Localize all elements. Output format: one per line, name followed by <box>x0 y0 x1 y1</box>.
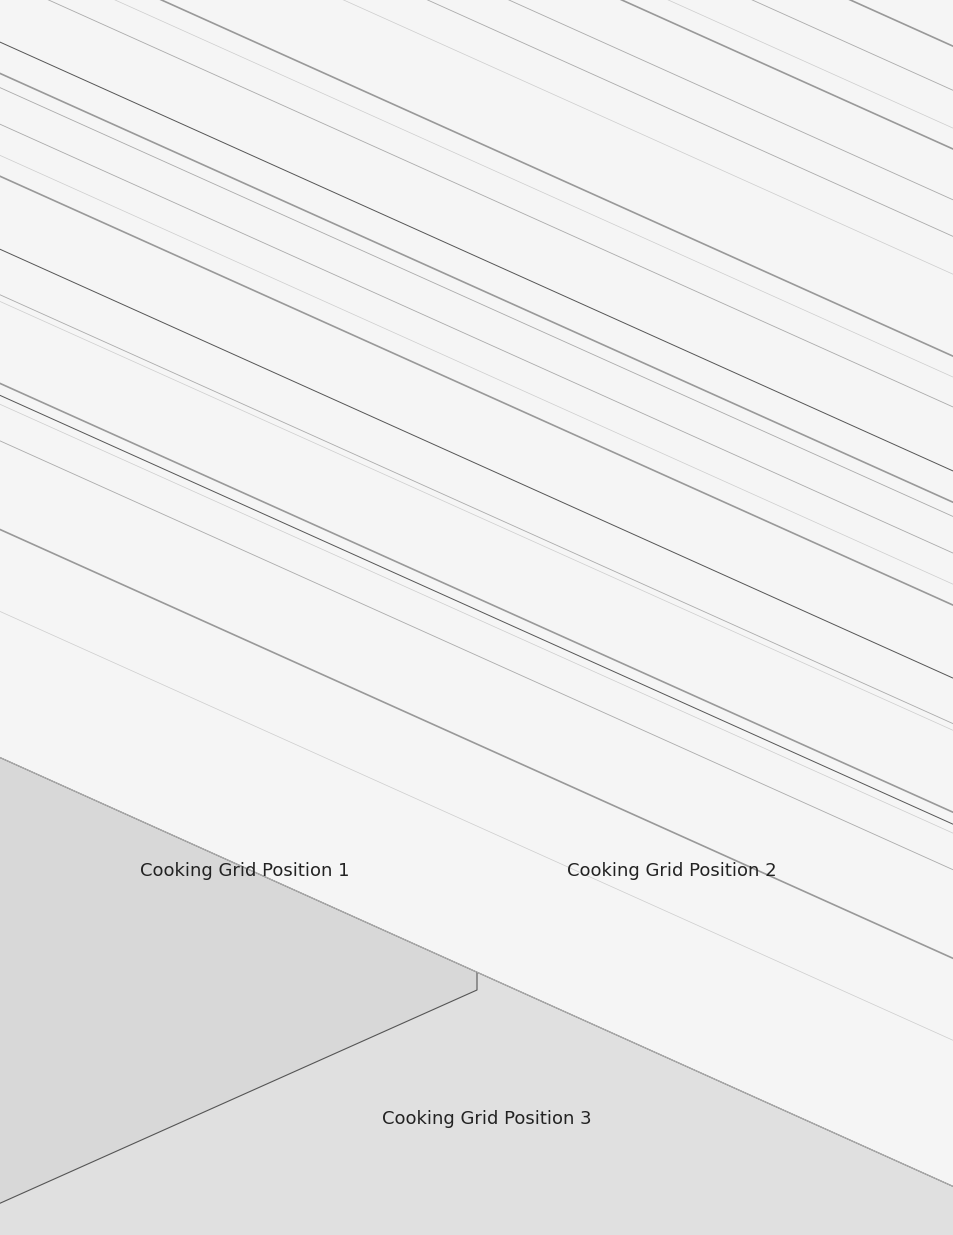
Text: Cooking Grid Position 1: Cooking Grid Position 1 <box>140 862 350 881</box>
Text: 20 Minutes: 20 Minutes <box>551 329 616 342</box>
Text: Cooking temperature setting is on HI unless otherwise specified.: Cooking temperature setting is on HI unl… <box>33 403 416 415</box>
Text: B101623-2-0112: B101623-2-0112 <box>821 1212 920 1224</box>
Text: Done: Done <box>416 214 448 227</box>
Polygon shape <box>0 0 661 1235</box>
Text: Cooking Grid Position 2: Cooking Grid Position 2 <box>567 862 776 881</box>
Text: Caution: Under-cooked and raw meat can cause serious illness. Cook all meats to : Caution: Under-cooked and raw meat can c… <box>33 435 778 447</box>
Text: Not Recommended: Not Recommended <box>375 241 488 254</box>
Text: Chicken Breast - Bone In: Chicken Breast - Bone In <box>41 270 187 284</box>
Bar <box>14 54 939 91</box>
Text: APPROXIMATE
COOKING TIME
WITH INFRARED: APPROXIMATE COOKING TIME WITH INFRARED <box>735 119 845 164</box>
Polygon shape <box>234 0 953 1235</box>
Text: Not Recommended: Not Recommended <box>220 270 333 284</box>
Text: 20 Minutes: 20 Minutes <box>551 300 616 314</box>
Polygon shape <box>661 0 953 1235</box>
Text: Cooking times are provided as guideline only.  For the best results use a high q: Cooking times are provided as guideline … <box>33 451 840 478</box>
Text: INFRARED COOKING SAMPLE TIMES & GRID POSITIONS: INFRARED COOKING SAMPLE TIMES & GRID POS… <box>71 59 882 85</box>
Text: 40 Minutes (Low): 40 Minutes (Low) <box>533 270 634 284</box>
Text: Cooking Grid Position 3: Cooking Grid Position 3 <box>382 1110 591 1128</box>
Text: 14 Minutes, Turn over every 2 minutes: 14 Minutes, Turn over every 2 minutes <box>680 189 900 199</box>
Text: Chicken Wings - Bone In: Chicken Wings - Bone In <box>43 329 185 342</box>
Text: Spare Ribs: Spare Ribs <box>82 363 146 375</box>
Text: Not Recommended: Not Recommended <box>527 186 639 200</box>
Text: FOOD: FOOD <box>92 135 135 148</box>
Text: Not Recommended: Not Recommended <box>220 300 333 314</box>
Text: Not Recommended: Not Recommended <box>375 363 488 375</box>
Text: COOKING GRID
POSITION 1: COOKING GRID POSITION 1 <box>225 142 328 172</box>
Text: Not Recommended: Not Recommended <box>220 241 333 254</box>
Bar <box>30 103 923 390</box>
Text: NOTICE: NEVER DOUSE A FLARE-UP WITH LIQUID. IT WILL DAMAGE THE BURNER AND VOID T: NOTICE: NEVER DOUSE A FLARE-UP WITH LIQU… <box>33 480 750 493</box>
Text: FOOD “DONENESS”: FOOD “DONENESS” <box>352 111 504 126</box>
Text: Not Recommended: Not Recommended <box>220 186 333 200</box>
Text: Not Recommended: Not Recommended <box>220 329 333 342</box>
Text: 15 Minutes (Low): 15 Minutes (Low) <box>381 329 482 342</box>
Polygon shape <box>0 0 476 1235</box>
Text: Turn as Needed: Turn as Needed <box>746 272 834 282</box>
Polygon shape <box>476 0 953 1235</box>
Text: Not Recommended: Not Recommended <box>527 214 639 227</box>
Text: Not Recommended: Not Recommended <box>220 214 333 227</box>
Text: Turn as Needed: Turn as Needed <box>746 330 834 340</box>
Text: 16 Minutes, Turn over every 2 minutes: 16 Minutes, Turn over every 2 minutes <box>680 215 900 226</box>
Text: Preferred Position: Preferred Position <box>532 363 636 375</box>
Text: Turn as Needed: Turn as Needed <box>746 303 834 312</box>
Text: Chicken Legs - Bone In: Chicken Legs - Bone In <box>47 300 181 314</box>
Text: COOKING GRID
POSITION 2: COOKING GRID POSITION 2 <box>381 142 483 172</box>
Polygon shape <box>0 0 234 1235</box>
Text: COOKING GRID
POSITION 3: COOKING GRID POSITION 3 <box>532 142 635 172</box>
Text: 18 Minutes, Turn over every 2 minutes: 18 Minutes, Turn over every 2 minutes <box>680 242 900 252</box>
Text: Boneless Chicken Breast
- 3/4" Thick: Boneless Chicken Breast - 3/4" Thick <box>41 205 187 236</box>
Text: Not Recommended: Not Recommended <box>220 363 333 375</box>
Text: Marinades and rubs will cause flare-ups. Use caution with cooking foods seasoned: Marinades and rubs will cause flare-ups.… <box>33 419 611 431</box>
Text: Not Recommended: Not Recommended <box>375 186 488 200</box>
Text: 8 Minutes per Side on High,
Turn  every 4 minutes: 8 Minutes per Side on High, Turn every 4… <box>711 358 869 380</box>
Text: Not Recommended: Not Recommended <box>375 270 488 284</box>
Text: 15 Minutes (Low): 15 Minutes (Low) <box>381 300 482 314</box>
Text: Done: Done <box>568 241 598 254</box>
Text: Page 46: Page 46 <box>33 1212 80 1224</box>
